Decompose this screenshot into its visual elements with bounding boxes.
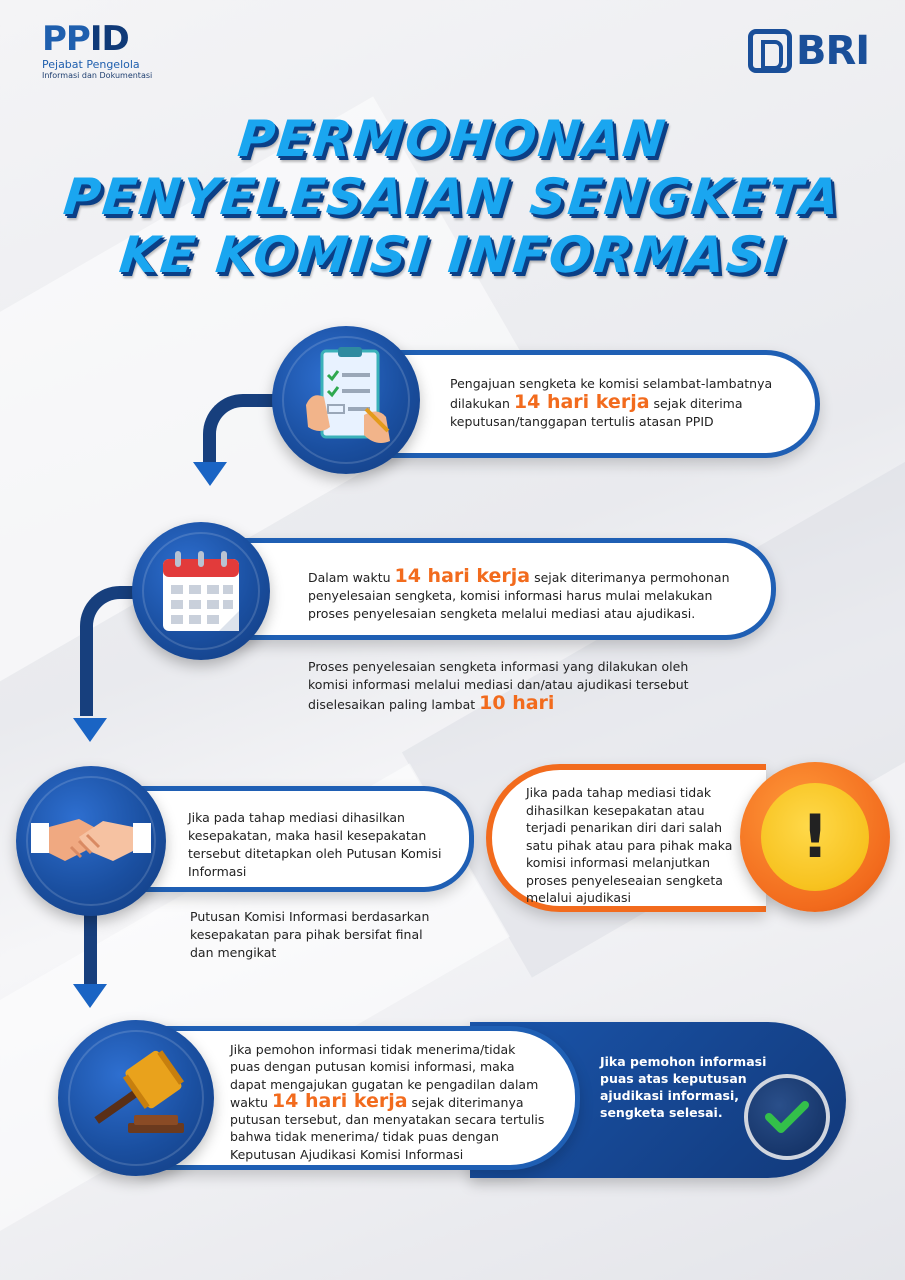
ppid-subtitle-small: Informasi dan Dokumentasi [42,71,153,80]
step-2-card: Dalam waktu 14 hari kerja sejak diterima… [216,538,776,640]
step-2-text: Dalam waktu 14 hari kerja sejak diterima… [308,565,730,622]
ppid-logo: PPID Pejabat Pengelola Informasi dan Dok… [42,22,162,81]
highlight-10-hari: 10 hari [479,692,555,714]
ppid-logo-id: ID [89,19,130,59]
title-line-2: PENYELESAIAN SENGKETA [60,168,845,226]
bri-mark-icon [748,29,792,73]
warning-icon: ! [740,762,890,912]
handshake-icon [16,766,166,916]
step-3-note: Putusan Komisi Informasi berdasarkan kes… [190,909,430,960]
step-3-text: Jika pada tahap mediasi dihasilkan kesep… [188,810,442,879]
arrow-down-icon [193,462,227,486]
title-line-3: KE KOMISI INFORMASI [116,226,789,284]
step-4-text: Jika pemohon informasi tidak menerima/ti… [230,1042,545,1162]
checkmark-icon [744,1074,830,1160]
bri-logo: BRI [748,28,870,74]
step-3b-card: Jika pada tahap mediasi tidak dihasilkan… [486,764,766,912]
arrow-down-icon [73,718,107,742]
step-1-card: Pengajuan sengketa ke komisi selambat-la… [340,350,820,458]
step-3b-text: Jika pada tahap mediasi tidak dihasilkan… [526,785,733,905]
title-line-1: PERMOHONAN [235,110,670,168]
highlight-14-hari-kerja: 14 hari kerja [271,1089,408,1112]
step-1-text: Pengajuan sengketa ke komisi selambat-la… [450,376,773,429]
page-title: PERMOHONAN PENYELESAIAN SENGKETA KE KOMI… [0,110,905,284]
ppid-logo-pp: PP [42,19,91,59]
highlight-14-hari-kerja: 14 hari kerja [394,565,531,587]
final-text: Jika pemohon informasi puas atas keputus… [600,1054,767,1120]
gavel-icon [58,1020,214,1176]
warning-mark: ! [761,783,869,891]
ppid-subtitle: Pejabat Pengelola [42,58,140,71]
highlight-14-hari-kerja: 14 hari kerja [513,391,650,413]
step-2-note: Proses penyelesaian sengketa informasi y… [308,659,689,714]
arrow-down-icon [73,984,107,1008]
step-4-card: Jika pemohon informasi tidak menerima/ti… [140,1026,580,1170]
clipboard-icon [272,326,420,474]
calendar-icon [132,522,270,660]
bri-logo-text: BRI [796,28,870,74]
